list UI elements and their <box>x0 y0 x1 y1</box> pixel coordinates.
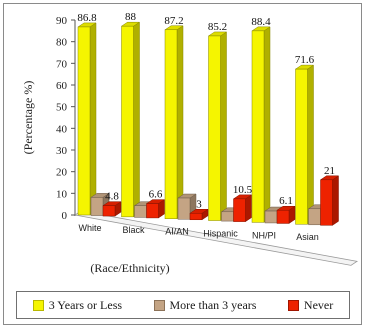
bar-1-2 <box>146 203 159 219</box>
y-tick-label-4: 40 <box>56 123 68 135</box>
y-tick-label-3: 30 <box>56 145 68 157</box>
y-tick-label-7: 70 <box>56 58 68 70</box>
bar-3-1 <box>221 211 234 222</box>
bar-side-0-0 <box>89 22 97 216</box>
y-tick-label-6: 60 <box>56 80 68 92</box>
legend-item-2: Never <box>287 297 334 313</box>
bar-3-0 <box>208 35 221 221</box>
x-tick-label-3: Hispanic <box>203 229 238 239</box>
bar-4-0 <box>251 30 265 223</box>
y-tick-label-8: 80 <box>56 37 68 49</box>
bar-0-2 <box>102 205 116 217</box>
data-label-5-0: 71.6 <box>295 54 315 66</box>
x-tick-label-2: AI/AN <box>165 227 189 237</box>
bar-2-0 <box>164 29 178 219</box>
legend-swatch-1 <box>153 299 165 311</box>
bar-4-2 <box>276 209 290 224</box>
y-tick-label-5: 50 <box>56 102 68 114</box>
bar-side-3-0 <box>220 31 227 222</box>
data-label-4-0: 88.4 <box>251 16 271 28</box>
data-label-3-0: 85.2 <box>208 21 227 33</box>
data-label-1-0: 88 <box>125 11 137 23</box>
legend-label-2: Never <box>303 297 334 312</box>
data-label-5-2: 21 <box>324 165 335 177</box>
data-label-0-0: 86.8 <box>77 12 97 24</box>
y-tick-label-9: 90 <box>56 15 68 27</box>
bar-side-4-0 <box>263 26 271 223</box>
data-label-3-2: 10.5 <box>233 184 253 196</box>
bar-1-1 <box>134 205 147 218</box>
y-tick-label-2: 20 <box>56 167 68 179</box>
legend-item-1: More than 3 years <box>153 297 257 313</box>
bar-2-2 <box>189 213 203 221</box>
y-tick-label-1: 10 <box>56 188 68 200</box>
bar-5-2 <box>320 179 333 226</box>
bar-side-3-2 <box>245 194 252 223</box>
legend-item-0: 3 Years or Less <box>32 297 123 313</box>
bar-3-2 <box>233 198 246 222</box>
y-axis-title: (Percentage %) <box>21 81 35 155</box>
data-label-0-2: 4.8 <box>105 191 119 203</box>
chart-legend: 3 Years or Less More than 3 years Never <box>16 291 350 319</box>
bar-side-2-0 <box>176 25 184 220</box>
data-label-4-2: 6.1 <box>279 195 293 207</box>
bar-1-0 <box>121 25 134 218</box>
bar-5-0 <box>295 68 308 225</box>
bar-2-1 <box>177 197 191 220</box>
x-tick-label-0: White <box>78 223 101 233</box>
x-axis-title: (Race/Ethnicity) <box>90 261 169 275</box>
legend-swatch-2 <box>287 299 299 311</box>
legend-label-1: More than 3 years <box>169 297 257 312</box>
bar-5-1 <box>308 208 321 226</box>
bar-side-5-0 <box>307 64 314 225</box>
data-label-2-0: 87.2 <box>164 15 183 27</box>
bar-4-1 <box>264 210 278 224</box>
legend-swatch-0 <box>32 299 44 311</box>
y-tick-label-0: 0 <box>62 210 68 222</box>
bar-side-5-2 <box>332 175 339 226</box>
data-label-2-2: 3 <box>196 198 202 210</box>
bar-0-0 <box>77 26 91 216</box>
bar-side-1-0 <box>133 21 140 218</box>
x-tick-label-4: NH/PI <box>252 230 276 240</box>
x-tick-label-5: Asian <box>296 232 319 242</box>
data-label-1-2: 6.6 <box>149 189 163 201</box>
x-tick-label-1: Black <box>122 225 145 235</box>
legend-label-0: 3 Years or Less <box>48 297 123 312</box>
bar-0-1 <box>90 197 104 216</box>
